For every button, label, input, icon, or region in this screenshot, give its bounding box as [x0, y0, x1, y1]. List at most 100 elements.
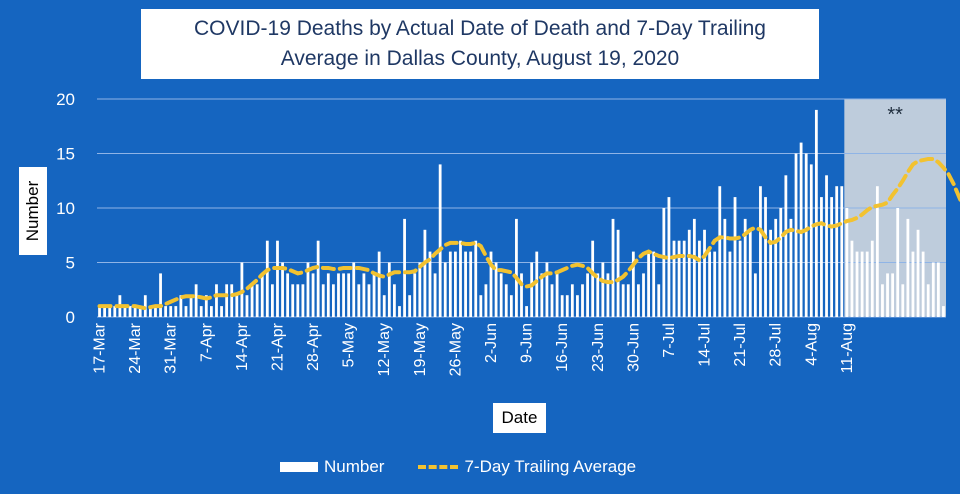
x-tick-label: 19-May [412, 323, 429, 376]
bar [525, 306, 528, 317]
bar [616, 229, 620, 317]
bar [672, 240, 676, 317]
bar [901, 284, 905, 317]
x-tick-label: 9-Jun [519, 323, 536, 363]
bar [230, 284, 234, 317]
bar [545, 262, 549, 317]
bar [225, 284, 229, 317]
x-tick-label: 7-Apr [198, 322, 215, 362]
bar [931, 262, 935, 317]
bar [570, 284, 574, 317]
bar [454, 251, 457, 317]
y-tick-label: 5 [66, 254, 75, 273]
bar [494, 262, 498, 317]
bar [738, 240, 742, 317]
bar [220, 306, 223, 317]
bar [352, 262, 356, 317]
bar [509, 295, 513, 317]
bar [215, 284, 218, 317]
legend-label-number: Number [324, 457, 385, 476]
bar [108, 306, 112, 317]
bar [184, 306, 188, 317]
bar [860, 251, 864, 317]
x-tick-label: 14-Apr [234, 322, 251, 371]
bar [138, 306, 142, 317]
y-tick-label: 20 [56, 90, 75, 109]
bar [209, 306, 213, 317]
x-tick-label: 28-Apr [305, 322, 322, 371]
bar [631, 251, 635, 317]
bar [387, 262, 391, 317]
bar [728, 251, 732, 317]
bar [255, 284, 259, 317]
bar [891, 273, 895, 317]
bar [576, 295, 579, 317]
bar [759, 186, 762, 317]
chart-title-line-1: COVID-19 Deaths by Actual Date of Death … [194, 17, 766, 40]
x-tick-label: 2-Jun [483, 323, 500, 363]
bar [418, 262, 422, 317]
bar [438, 164, 442, 317]
bar [194, 284, 198, 317]
bar [413, 273, 417, 317]
bar [794, 153, 798, 317]
bar [504, 284, 508, 317]
bar [347, 273, 351, 317]
bar [647, 251, 650, 317]
bar [382, 295, 386, 317]
bar [372, 273, 376, 317]
bar [921, 251, 925, 317]
bar [133, 306, 137, 317]
bar [301, 284, 305, 317]
bar [560, 295, 564, 317]
bar [764, 197, 767, 317]
shaded-region-annotation: ** [887, 104, 903, 126]
x-tick-label: 16-Jun [554, 323, 571, 372]
bar [393, 284, 396, 317]
bar [621, 284, 625, 317]
bar [296, 284, 300, 317]
bar [911, 251, 915, 317]
bar [428, 251, 432, 317]
bar [611, 218, 615, 317]
bar [814, 109, 818, 318]
bar [886, 273, 889, 317]
bar [169, 306, 173, 317]
x-tick-label: 5-May [341, 323, 358, 367]
bar [159, 273, 162, 317]
bar [316, 240, 320, 317]
bar [128, 306, 132, 317]
bar [499, 273, 503, 317]
bar [870, 240, 874, 317]
bar [601, 262, 605, 317]
bar [845, 208, 849, 317]
bar [270, 284, 274, 317]
x-tick-label: 7-Jul [661, 323, 678, 358]
x-tick-label: 21-Apr [269, 322, 286, 371]
legend-line-swatch [418, 465, 459, 469]
bar [148, 306, 152, 317]
bar [906, 218, 910, 317]
chart-title-line-2: Average in Dallas County, August 19, 202… [280, 47, 680, 70]
bar [581, 284, 584, 317]
bar [204, 295, 208, 317]
bar [311, 273, 315, 317]
bar [626, 284, 630, 317]
bar [103, 306, 107, 317]
bar [637, 284, 640, 317]
bar [403, 218, 406, 317]
bar [489, 251, 493, 317]
bar [398, 306, 401, 317]
bar [667, 197, 671, 317]
bar [606, 273, 610, 317]
x-tick-label: 4-Aug [803, 323, 820, 366]
bar [291, 284, 295, 317]
bar [809, 164, 813, 317]
bar [926, 284, 930, 317]
bar [332, 284, 335, 317]
y-tick-label: 15 [56, 145, 75, 164]
bar [820, 197, 823, 317]
bar [652, 251, 656, 317]
bar [769, 229, 773, 317]
bar [855, 251, 859, 317]
